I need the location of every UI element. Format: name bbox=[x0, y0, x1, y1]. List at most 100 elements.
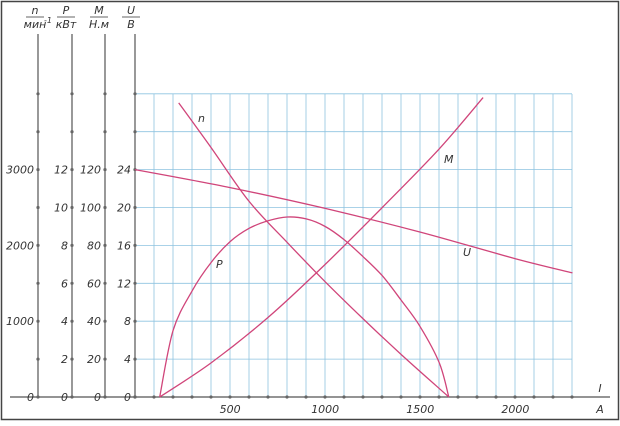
y-axis-U-tick bbox=[133, 320, 136, 323]
y-axis-P-tick-label: 0 bbox=[61, 391, 68, 404]
y-axis-n-tick-label: 0 bbox=[27, 391, 34, 404]
y-axis-U-tick bbox=[133, 282, 136, 285]
y-axis-M-tick-label: 20 bbox=[87, 353, 101, 366]
x-axis-tick bbox=[380, 395, 383, 398]
y-axis-U-tick bbox=[133, 244, 136, 247]
grid bbox=[135, 94, 572, 397]
x-axis-tick bbox=[133, 395, 136, 398]
y-axis-U-tick-label: 16 bbox=[117, 239, 131, 252]
curves bbox=[135, 98, 573, 397]
y-axis-n-tick bbox=[36, 358, 39, 361]
x-axis-tick bbox=[418, 395, 421, 398]
y-axis-P-tick bbox=[70, 206, 73, 209]
x-axis-tick bbox=[494, 395, 497, 398]
y-axis-P-tick-label: 2 bbox=[61, 353, 68, 366]
y-axis-U-tick-label: 24 bbox=[117, 164, 131, 177]
x-axis-tick-label: 1500 bbox=[406, 403, 434, 416]
x-axis-tick bbox=[304, 395, 307, 398]
x-axis-tick bbox=[190, 395, 193, 398]
x-axis-tick-label: 1000 bbox=[311, 403, 339, 416]
y-axis-n-tick-label: 3000 bbox=[6, 164, 34, 177]
y-axis-U-tick bbox=[133, 130, 136, 133]
y-axis-M-unit: Н.м bbox=[89, 18, 109, 31]
y-axis-P-tick-label: 4 bbox=[61, 315, 68, 328]
y-axis-n-unit-exponent: -1 bbox=[44, 16, 52, 25]
x-axis-tick bbox=[228, 395, 231, 398]
y-axis-n-tick bbox=[36, 92, 39, 95]
y-axis-P-tick-label: 12 bbox=[54, 164, 68, 177]
x-axis-tick-label: 2000 bbox=[501, 403, 529, 416]
curve-U-label: U bbox=[463, 246, 471, 259]
y-axis-M-tick bbox=[103, 244, 106, 247]
x-axis-tick bbox=[513, 395, 516, 398]
y-axis-U-tick-label: 8 bbox=[124, 315, 131, 328]
x-axis-tick bbox=[437, 395, 440, 398]
y-axis-P-tick bbox=[70, 282, 73, 285]
y-axis-M-tick-label: 40 bbox=[87, 315, 101, 328]
y-axis-P-tick bbox=[70, 168, 73, 171]
y-axis-U-tick-label: 12 bbox=[117, 277, 131, 290]
y-axis-M-tick bbox=[103, 320, 106, 323]
x-axis-tick bbox=[152, 395, 155, 398]
y-axis-M-tick bbox=[103, 206, 106, 209]
y-axis-P-tick bbox=[70, 92, 73, 95]
y-axis-n-tick bbox=[36, 244, 39, 247]
y-axis-U-tick bbox=[133, 92, 136, 95]
x-axis-tick bbox=[285, 395, 288, 398]
y-axis-M-tick-label: 60 bbox=[87, 277, 101, 290]
x-axis-symbol: I bbox=[598, 382, 601, 395]
x-axis-tick bbox=[551, 395, 554, 398]
y-axis-U-tick-label: 4 bbox=[124, 353, 131, 366]
y-axis-M-tick-label: 120 bbox=[80, 164, 101, 177]
x-axis-tick bbox=[475, 395, 478, 398]
y-axis-n-tick bbox=[36, 282, 39, 285]
x-axis-tick bbox=[342, 395, 345, 398]
y-axis-n-tick bbox=[36, 206, 39, 209]
y-axis-M-tick-label: 80 bbox=[87, 239, 101, 252]
x-axis-unit: A bbox=[595, 403, 604, 416]
curve-n-label: n bbox=[198, 112, 205, 125]
x-axis-tick bbox=[532, 395, 535, 398]
y-axis-n-symbol: n bbox=[32, 4, 39, 17]
x-axis-tick bbox=[456, 395, 459, 398]
x-axis-tick bbox=[323, 395, 326, 398]
y-axis-M-tick bbox=[103, 130, 106, 133]
y-axis-n-tick bbox=[36, 130, 39, 133]
y-axis-P-tick bbox=[70, 130, 73, 133]
y-axis-U-tick-label: 20 bbox=[117, 202, 131, 215]
x-axis-tick bbox=[266, 395, 269, 398]
y-axis-n-unit: мин bbox=[24, 18, 47, 31]
y-axis-M-tick bbox=[103, 92, 106, 95]
y-axis-U-unit: В bbox=[127, 18, 135, 31]
curve-U bbox=[135, 170, 573, 273]
y-axis-U-tick bbox=[133, 206, 136, 209]
axes: nмин-10100020003000PкВт024681012MН.м0204… bbox=[6, 4, 610, 416]
y-axis-P-tick bbox=[70, 358, 73, 361]
y-axis-n-tick-label: 1000 bbox=[6, 315, 34, 328]
y-axis-M-tick bbox=[103, 358, 106, 361]
y-axis-U-symbol: U bbox=[127, 4, 135, 17]
x-axis-tick bbox=[399, 395, 402, 398]
y-axis-M-tick-label: 0 bbox=[94, 391, 101, 404]
curve-P-label: P bbox=[216, 258, 223, 271]
curve-n bbox=[179, 103, 449, 397]
y-axis-P-symbol: P bbox=[63, 4, 70, 17]
x-axis-tick bbox=[247, 395, 250, 398]
x-axis-tick bbox=[570, 395, 573, 398]
x-axis-tick bbox=[171, 395, 174, 398]
y-axis-P-tick-label: 10 bbox=[54, 202, 68, 215]
y-axis-M-tick bbox=[103, 395, 106, 398]
y-axis-P-unit: кВт bbox=[56, 18, 77, 31]
y-axis-M-tick bbox=[103, 168, 106, 171]
y-axis-P-tick bbox=[70, 244, 73, 247]
y-axis-U-tick-label: 0 bbox=[124, 391, 131, 404]
y-axis-P-tick-label: 6 bbox=[61, 277, 68, 290]
x-axis-tick bbox=[209, 395, 212, 398]
y-axis-n-tick bbox=[36, 395, 39, 398]
y-axis-n-tick bbox=[36, 320, 39, 323]
y-axis-n-tick bbox=[36, 168, 39, 171]
x-axis-tick-label: 500 bbox=[220, 403, 241, 416]
